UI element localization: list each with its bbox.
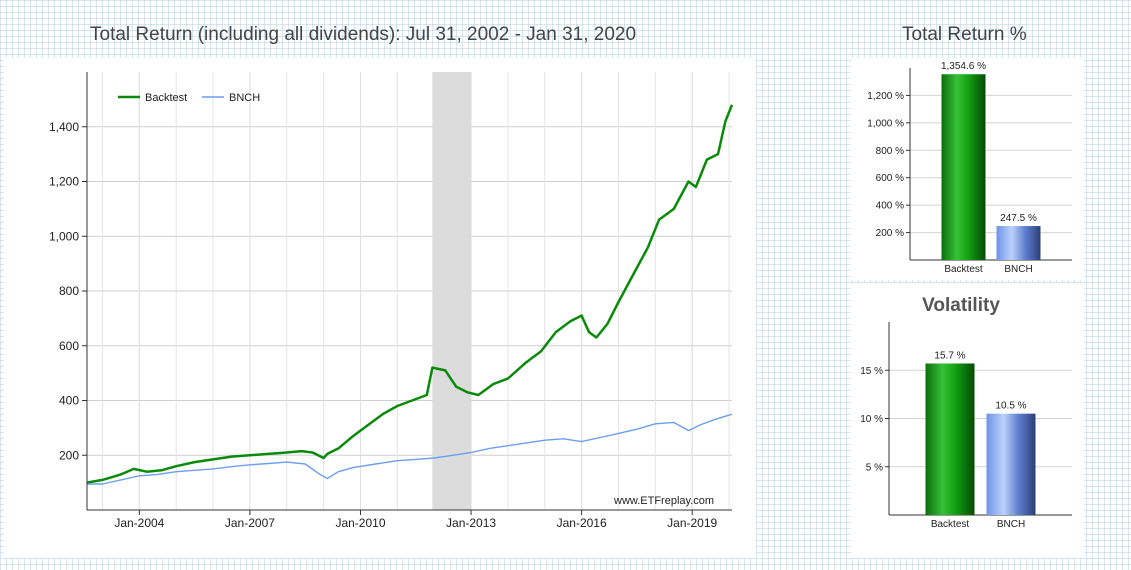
main-legend: Backtest BNCH: [118, 92, 260, 104]
y-tick-label: 600 %: [876, 173, 904, 184]
data-label: 10.5 %: [995, 401, 1026, 412]
main-chart-panel: [4, 58, 756, 558]
x-tick-label: Jan-2004: [114, 516, 164, 530]
main-axes: 200 400 600 800 1,000 1,200 1,400 Jan-2004 Jan-2…: [49, 72, 732, 530]
x-tick-label: Jan-2007: [225, 516, 275, 530]
watermark: www.ETFreplay.com: [613, 495, 714, 507]
volatility-title: Volatility: [922, 295, 1000, 316]
shaded-period: [432, 72, 472, 510]
y-tick-label: 400 %: [876, 201, 904, 212]
bar-bnch: [986, 413, 1036, 515]
y-tick-label: 1,200 %: [867, 91, 904, 102]
category-label: Backtest: [931, 519, 970, 530]
main-grid: [87, 72, 732, 510]
bar-backtest: [925, 363, 975, 515]
data-label: 15.7 %: [934, 350, 965, 361]
x-tick-label: Jan-2016: [557, 516, 607, 530]
bnch-line: [87, 413, 733, 485]
y-tick-label: 10 %: [860, 414, 883, 425]
total-return-title: Total Return %: [902, 24, 1027, 45]
bar-bnch: [996, 226, 1041, 260]
category-label: BNCH: [997, 519, 1025, 530]
x-tick-label: Jan-2013: [446, 516, 496, 530]
y-tick-label: 400: [59, 394, 79, 408]
y-tick-label: 800: [59, 284, 79, 298]
y-tick-label: 800 %: [876, 146, 904, 157]
x-tick-label: Jan-2019: [667, 516, 717, 530]
y-tick-label: 200 %: [876, 228, 904, 239]
main-series: [86, 104, 734, 485]
y-tick-label: 1,400: [49, 120, 79, 134]
y-tick-label: 1,000 %: [867, 118, 904, 129]
volatility-bar-chart: 5 % 10 % 15 % 15.7 % Backtest 10.5 % BNCH: [860, 322, 1072, 530]
bar-backtest: [941, 74, 986, 260]
data-label: 1,354.6 %: [941, 61, 986, 72]
y-tick-label: 200: [59, 448, 79, 462]
data-label: 247.5 %: [1000, 213, 1037, 224]
backtest-line: [86, 104, 734, 484]
legend-bnch-label: BNCH: [229, 92, 260, 104]
x-tick-label: Jan-2010: [335, 516, 385, 530]
y-tick-label: 1,200: [49, 175, 79, 189]
y-tick-label: 600: [59, 339, 79, 353]
main-chart-title: Total Return (including all dividends): …: [90, 24, 637, 45]
y-tick-label: 5 %: [866, 462, 883, 473]
category-label: BNCH: [1004, 264, 1032, 275]
y-tick-label: 1,000: [49, 229, 79, 243]
category-label: Backtest: [944, 264, 983, 275]
legend-backtest-label: Backtest: [145, 92, 187, 104]
total-return-bar-chart: 200 % 400 % 600 % 800 % 1,000 % 1,200 % 1,354.…: [867, 61, 1072, 275]
y-tick-label: 15 %: [860, 366, 883, 377]
